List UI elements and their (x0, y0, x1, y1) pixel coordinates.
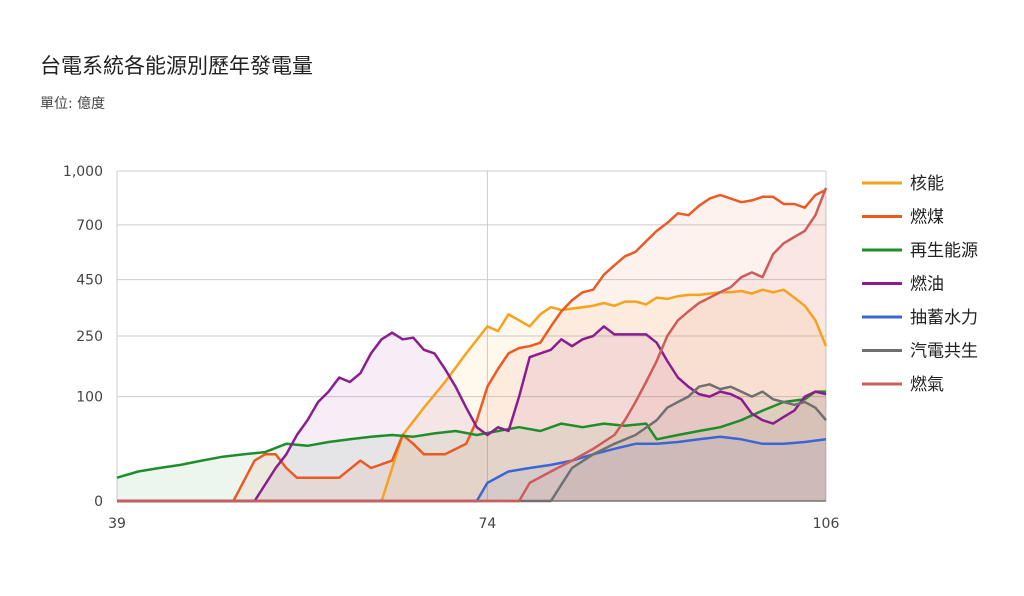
series-areas (117, 187, 826, 501)
y-tick-label: 250 (76, 329, 103, 345)
series-area-4 (117, 436, 826, 501)
legend-label: 燃煤 (910, 208, 944, 228)
y-tick-label: 100 (76, 390, 103, 406)
x-tick-label: 74 (478, 516, 496, 532)
series-line-5 (117, 383, 827, 503)
legend-label: 抽蓄水力 (910, 308, 978, 328)
series-lines (116, 187, 828, 503)
series-line-1 (117, 188, 827, 503)
series-area-6 (117, 187, 826, 501)
axes: 0 100 250 450 700 1,000 39 74 106 (63, 164, 840, 532)
series-line-2 (116, 390, 826, 479)
y-tick-label: 450 (76, 273, 103, 289)
y-tick-label: 700 (76, 218, 103, 234)
x-tick-label: 39 (108, 516, 126, 532)
y-tick-label: 0 (94, 494, 103, 510)
series-line-4 (117, 435, 827, 503)
chart-title: 台電系統各能源別歷年發電量 (40, 54, 313, 78)
series-area-3 (117, 326, 826, 501)
chart-subtitle: 單位: 億度 (40, 96, 106, 112)
legend-label: 再生能源 (910, 241, 978, 261)
series-line-0 (117, 288, 828, 503)
series-area-0 (117, 289, 826, 501)
series-area-5 (117, 384, 826, 501)
series-line-6 (117, 187, 828, 503)
y-tick-label: 1,000 (63, 164, 103, 180)
legend-label: 汽電共生 (910, 342, 978, 362)
legend-label: 核能 (910, 174, 944, 194)
x-tick-label: 106 (813, 516, 840, 532)
series-line-3 (117, 325, 827, 503)
legend-label: 燃氣 (910, 375, 944, 395)
legend-label: 燃油 (910, 275, 944, 295)
series-area-1 (117, 189, 826, 501)
